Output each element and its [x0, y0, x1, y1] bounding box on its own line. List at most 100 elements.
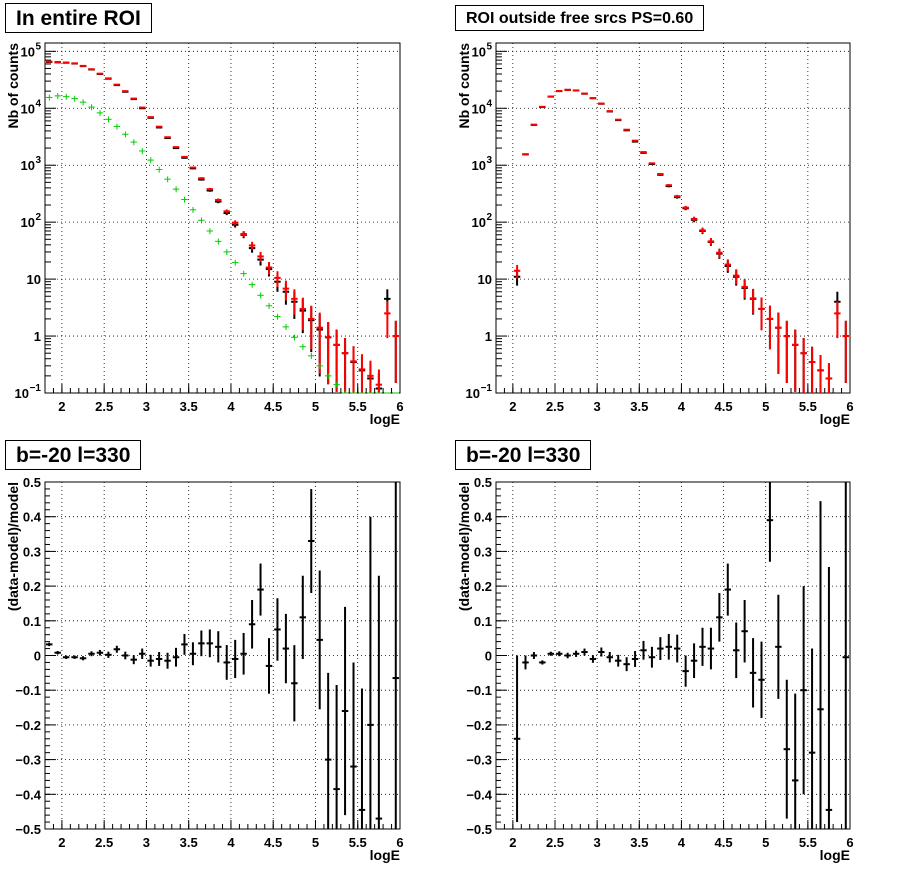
y-tick-label: 0.1	[474, 614, 492, 629]
y-tick-label: −0.1	[466, 683, 492, 698]
x-tick-label: 5.5	[349, 835, 367, 850]
x-tick-label: 4.5	[264, 399, 282, 414]
y-tick-label: −0.5	[466, 822, 492, 837]
y-tick-label: 10	[472, 101, 486, 116]
panel-title-bottom-right: b=-20 l=330	[455, 440, 592, 470]
y-axis-title: (data-model)/model	[5, 482, 21, 611]
y-tick-exponent: 4	[486, 98, 492, 109]
x-tick-label: 4.5	[715, 835, 733, 850]
x-tick-label: 3.5	[180, 835, 198, 850]
y-tick-label: −0.4	[15, 787, 41, 802]
y-tick-label: 10	[472, 215, 486, 230]
y-tick-exponent: 3	[486, 155, 492, 166]
series-model	[513, 88, 849, 393]
y-tick-label: 0.3	[23, 544, 41, 559]
plot-frame	[44, 42, 401, 394]
x-tick-label: 3	[594, 835, 601, 850]
panel-title-bottom-left: b=-20 l=330	[5, 440, 142, 470]
chart-panel-3: 2 2.5 3 3.5 4 4.5 5 5.5 6 −0.5 −0.4 −0.3 −0.2 −0.1 0 0.…	[5, 475, 404, 863]
y-tick-label: 0.5	[23, 475, 41, 490]
x-tick-label: 4.5	[264, 835, 282, 850]
series-ratio	[513, 482, 849, 829]
series-model	[46, 60, 399, 393]
y-tick-exponent: 5	[35, 41, 41, 52]
x-tick-label: 2	[58, 835, 65, 850]
x-tick-label: 5	[762, 835, 769, 850]
x-tick-label: 5.5	[799, 835, 817, 850]
y-tick-exponent: 2	[35, 212, 41, 223]
y-tick-exponent: 3	[35, 155, 41, 166]
x-tick-label: 4	[678, 399, 686, 414]
y-tick-label: 0.1	[23, 614, 41, 629]
x-axis-title: logE	[820, 847, 850, 863]
y-tick-label: 10	[21, 101, 35, 116]
x-tick-label: 4	[678, 835, 686, 850]
x-tick-label: 6	[846, 399, 853, 414]
y-tick-label: −0.2	[466, 718, 492, 733]
y-axis-title: Nb of counts	[5, 43, 21, 129]
y-tick-label: 1	[485, 329, 492, 344]
x-tick-label: 3	[143, 399, 150, 414]
y-tick-label: 10	[472, 44, 486, 59]
y-tick-label: −0.2	[15, 718, 41, 733]
plot-frame	[44, 481, 401, 830]
x-tick-label: 2.5	[546, 835, 564, 850]
y-tick-label: 0.4	[23, 510, 42, 525]
panel-title-top-right: ROI outside free srcs PS=0.60	[455, 5, 705, 31]
x-tick-label: 2.5	[95, 835, 113, 850]
y-tick-label: 0.3	[474, 544, 492, 559]
x-tick-label: 2	[509, 835, 516, 850]
y-axis-title: Nb of counts	[456, 43, 472, 129]
x-axis-title: logE	[370, 411, 400, 427]
x-tick-label: 3.5	[630, 835, 648, 850]
panel-title-top-left: In entire ROI	[5, 3, 152, 33]
y-tick-label: 0.4	[474, 510, 493, 525]
x-tick-label: 3.5	[180, 399, 198, 414]
y-tick-label: 10	[21, 44, 35, 59]
y-tick-label: 0	[485, 649, 492, 664]
x-tick-label: 2.5	[546, 399, 564, 414]
y-tick-label: 1	[34, 329, 41, 344]
x-axis-title: logE	[370, 847, 400, 863]
x-tick-label: 5	[312, 835, 319, 850]
x-tick-label: 4	[227, 399, 235, 414]
y-tick-label: 10	[27, 272, 41, 287]
x-axis-title: logE	[820, 411, 850, 427]
y-tick-exponent: −1	[30, 383, 42, 394]
y-tick-label: 0	[34, 649, 41, 664]
x-tick-label: 3	[594, 399, 601, 414]
x-tick-label: 2	[58, 399, 65, 414]
y-tick-label: −0.3	[466, 753, 492, 768]
x-tick-label: 6	[396, 399, 403, 414]
x-tick-label: 4.5	[715, 399, 733, 414]
y-tick-label: 10	[21, 158, 35, 173]
y-tick-label: −0.1	[15, 683, 41, 698]
x-tick-label: 2	[509, 399, 516, 414]
x-tick-label: 4	[227, 835, 235, 850]
x-tick-label: 5	[762, 399, 769, 414]
y-tick-label: −0.4	[466, 787, 492, 802]
y-tick-label: 10	[478, 272, 492, 287]
x-tick-label: 3.5	[630, 399, 648, 414]
y-tick-label: −0.5	[15, 822, 41, 837]
x-tick-label: 6	[846, 835, 853, 850]
series-ratio	[46, 482, 399, 829]
y-tick-exponent: 2	[486, 212, 492, 223]
y-tick-label: 0.2	[474, 579, 492, 594]
y-tick-label: 10	[21, 215, 35, 230]
y-axis-title: (data-model)/model	[456, 482, 472, 611]
y-tick-label: −0.3	[15, 753, 41, 768]
y-tick-label: 10	[466, 386, 480, 401]
y-tick-label: 10	[15, 386, 29, 401]
y-tick-exponent: 5	[486, 41, 492, 52]
x-tick-label: 2.5	[95, 399, 113, 414]
y-tick-label: 0.2	[23, 579, 41, 594]
plot-frame	[495, 42, 851, 394]
x-tick-label: 5.5	[349, 399, 367, 414]
y-tick-label: 0.5	[474, 475, 492, 490]
y-tick-label: 10	[472, 158, 486, 173]
x-tick-label: 5	[312, 399, 319, 414]
